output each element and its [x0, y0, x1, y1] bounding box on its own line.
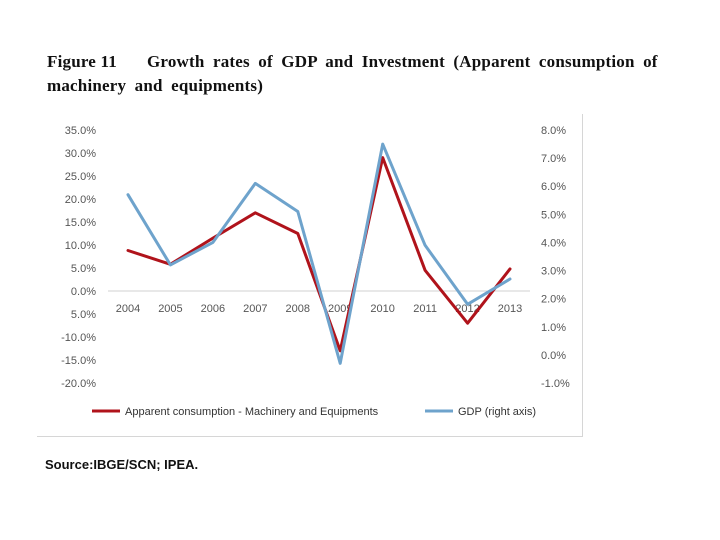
right-axis-tick-label: 4.0%: [541, 237, 566, 249]
x-axis-tick-label: 2009: [328, 303, 352, 315]
legend-label: Apparent consumption - Machinery and Equ…: [125, 406, 379, 418]
x-axis-tick-label: 2008: [286, 303, 310, 315]
x-axis-tick-label: 2012: [455, 303, 479, 315]
x-axis-tick-label: 2010: [370, 303, 394, 315]
left-axis-tick-label: -10.0%: [61, 332, 96, 344]
left-axis-tick-label: 35.0%: [65, 125, 96, 137]
right-axis-tick-label: -1.0%: [541, 378, 570, 390]
x-axis-tick-label: 2007: [243, 303, 267, 315]
right-axis-tick-label: 2.0%: [541, 294, 566, 306]
source-note: Source:IBGE/SCN; IPEA.: [45, 457, 199, 472]
right-axis-tick-label: 1.0%: [541, 322, 566, 334]
x-axis-tick-label: 2011: [413, 303, 437, 315]
right-axis-tick-label: 5.0%: [541, 209, 566, 221]
left-axis-tick-label: -15.0%: [61, 355, 96, 367]
left-axis-tick-label: -20.0%: [61, 378, 96, 390]
chart-frame: [37, 114, 583, 437]
x-axis-tick-label: 2004: [116, 303, 140, 315]
right-axis-tick-label: 0.0%: [541, 350, 566, 362]
x-axis-tick-label: 2006: [201, 303, 225, 315]
series-line-gdp: [126, 142, 512, 365]
left-axis-tick-label: 15.0%: [65, 217, 96, 229]
figure-label: Figure 11: [47, 52, 117, 71]
right-axis-tick-label: 3.0%: [541, 266, 566, 278]
left-axis-tick-label: 20.0%: [65, 194, 96, 206]
series-line-machinery: [126, 156, 512, 353]
right-axis-tick-label: 7.0%: [541, 153, 566, 165]
legend-label: GDP (right axis): [458, 406, 536, 418]
figure-title-text: Growth rates of GDP and Investment (Appa…: [47, 52, 658, 95]
left-axis-tick-label: 25.0%: [65, 171, 96, 183]
x-axis-tick-label: 2005: [158, 303, 182, 315]
left-axis-tick-label: 0.0%: [71, 286, 96, 298]
left-axis-tick-label: 5.0%: [71, 309, 96, 321]
right-axis-tick-label: 6.0%: [541, 181, 566, 193]
left-axis-tick-label: 5.0%: [71, 263, 96, 275]
x-axis-tick-label: 2013: [498, 303, 522, 315]
right-axis-tick-label: 8.0%: [541, 125, 566, 137]
left-axis-tick-label: 30.0%: [65, 148, 96, 160]
figure-title: Figure 11 Growth rates of GDP and Investm…: [47, 50, 707, 98]
left-axis-tick-label: 10.0%: [65, 240, 96, 252]
